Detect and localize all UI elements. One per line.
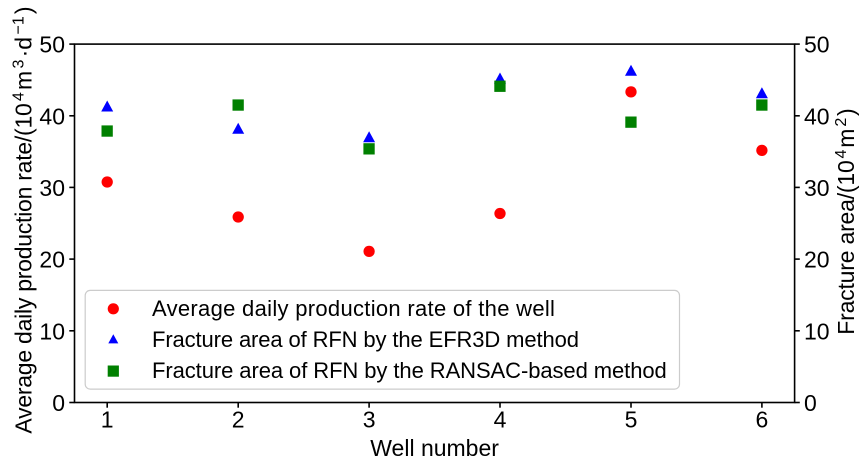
svg-text:1: 1 [101,407,114,433]
svg-text:5: 5 [625,407,638,433]
svg-text:6: 6 [756,407,769,433]
svg-text:10: 10 [39,318,65,344]
svg-text:50: 50 [39,32,65,58]
svg-text:0: 0 [804,390,817,416]
svg-text:50: 50 [804,32,830,58]
svg-text:40: 40 [39,103,65,129]
svg-text:Average daily production rate/: Average daily production rate/(104m3·d−1… [10,6,37,433]
svg-text:30: 30 [804,175,830,201]
svg-text:0: 0 [52,390,65,416]
svg-text:4: 4 [494,407,507,433]
svg-text:40: 40 [804,103,830,129]
svg-text:20: 20 [39,247,65,273]
svg-text:2: 2 [232,407,245,433]
svg-text:30: 30 [39,175,65,201]
svg-text:Fracture area/(104m2): Fracture area/(104m2) [832,108,859,334]
svg-text:10: 10 [804,318,830,344]
svg-text:3: 3 [363,407,376,433]
svg-text:Average daily production rate: Average daily production rate of the wel… [152,296,555,321]
svg-text:Fracture area of RFN by the RA: Fracture area of RFN by the RANSAC-based… [152,358,667,383]
svg-text:Fracture area of RFN by the EF: Fracture area of RFN by the EFR3D method [152,327,579,352]
svg-text:Well number: Well number [370,435,499,461]
svg-text:20: 20 [804,247,830,273]
